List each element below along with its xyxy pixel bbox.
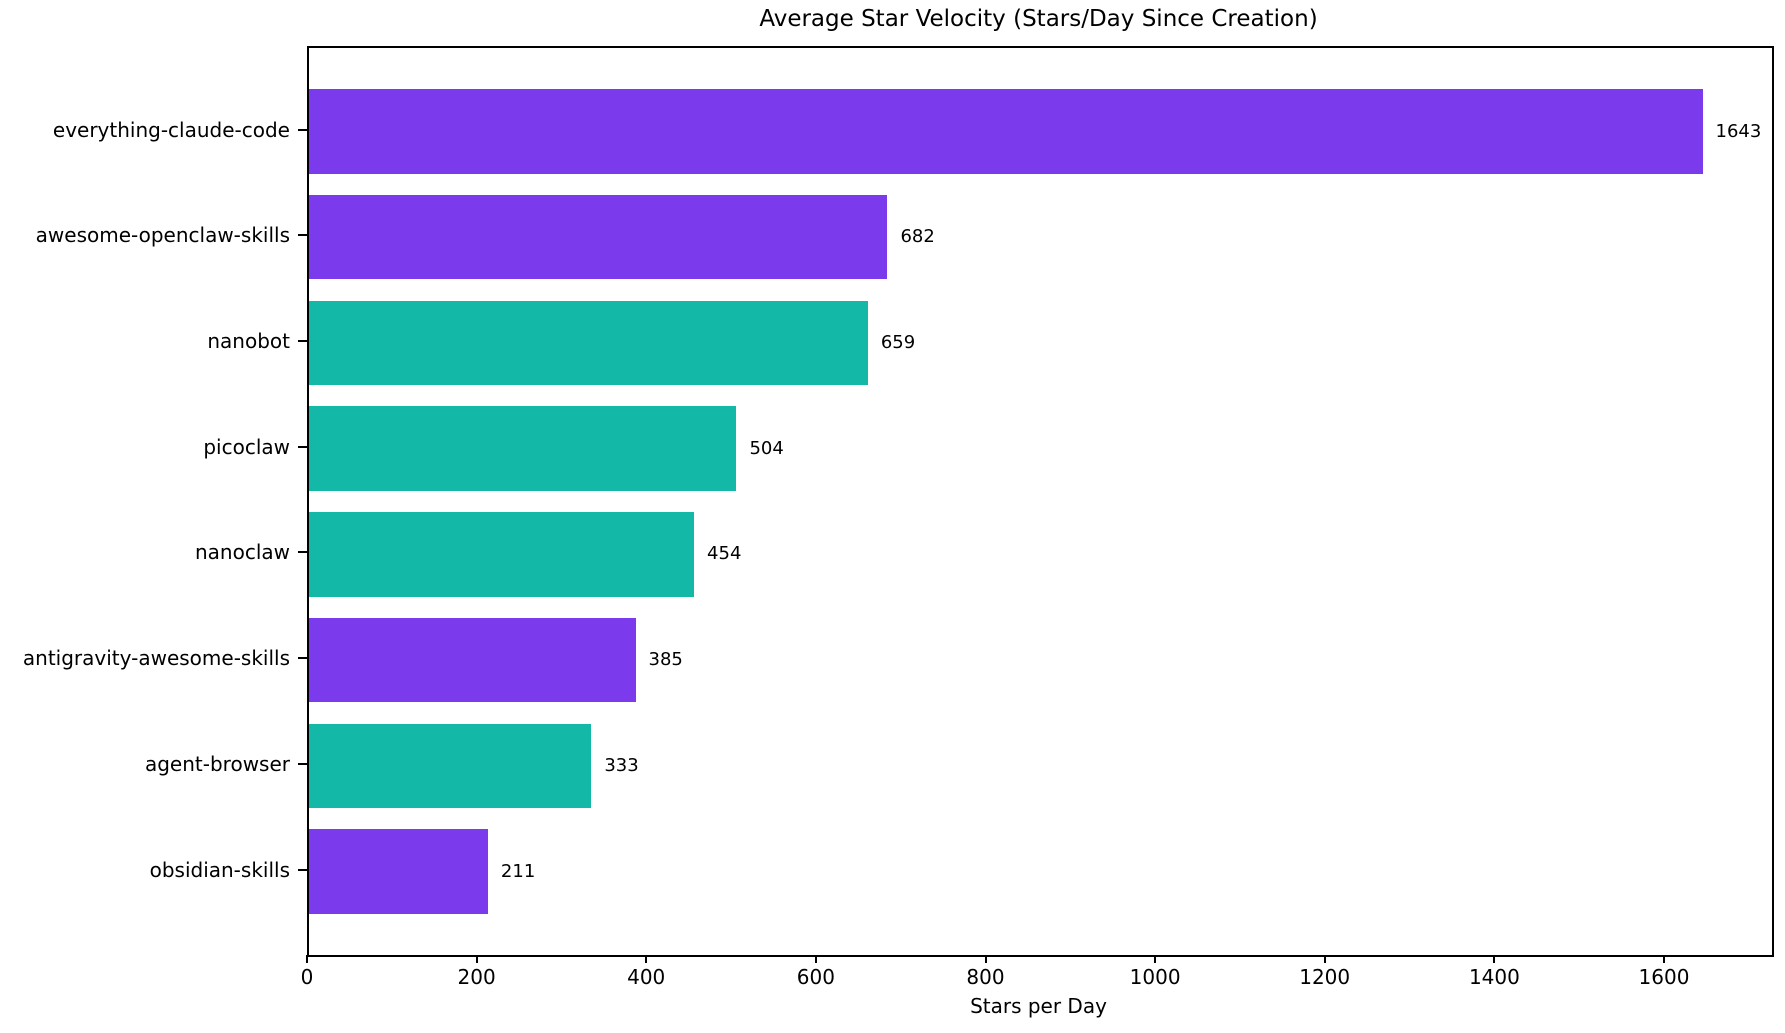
x-tick-mark xyxy=(984,955,987,963)
x-tick-mark xyxy=(1663,955,1665,963)
x-tick-label-600: 600 xyxy=(796,965,835,989)
x-tick-mark xyxy=(1493,955,1496,963)
y-tick-mark xyxy=(298,128,307,131)
x-tick-mark xyxy=(645,955,648,963)
x-tick-label-1200: 1200 xyxy=(1299,965,1351,989)
bar-nanobot xyxy=(309,300,868,386)
bar-value-label-picoclaw: 504 xyxy=(749,437,784,459)
bar-agent-browser xyxy=(309,723,592,809)
y-tick-label-picoclaw: picoclaw xyxy=(203,434,290,459)
x-tick-label-200: 200 xyxy=(457,965,496,989)
x-tick-label-1400: 1400 xyxy=(1468,965,1520,989)
x-tick-label-400: 400 xyxy=(627,965,666,989)
x-axis-label: Stars per Day xyxy=(970,994,1107,1018)
bar-value-label-obsidian-skills: 211 xyxy=(500,860,536,882)
y-tick-label-nanobot: nanobot xyxy=(207,328,290,353)
y-tick-mark xyxy=(298,762,307,765)
bar-nanoclaw xyxy=(309,512,695,597)
bar-value-label-nanobot: 659 xyxy=(880,331,916,353)
bar-picoclaw xyxy=(309,406,737,491)
y-tick-mark xyxy=(298,868,307,871)
x-tick-mark xyxy=(475,955,478,963)
y-tick-mark xyxy=(298,339,307,342)
x-tick-label-1600: 1600 xyxy=(1638,965,1690,989)
y-tick-mark xyxy=(298,657,307,660)
x-tick-mark xyxy=(1323,955,1326,963)
bar-awesome-openclaw-skills xyxy=(309,194,888,280)
x-tick-mark xyxy=(306,955,308,963)
bar-obsidian-skills xyxy=(309,829,488,914)
x-tick-label-1000: 1000 xyxy=(1129,965,1181,989)
bar-value-label-nanoclaw: 454 xyxy=(707,543,742,565)
x-tick-mark xyxy=(814,955,817,963)
bar-value-label-antigravity-awesome-skills: 385 xyxy=(648,649,683,671)
bar-value-label-agent-browser: 333 xyxy=(604,754,639,776)
x-tick-label-800: 800 xyxy=(966,965,1005,989)
x-tick-mark xyxy=(1154,955,1157,963)
y-tick-label-obsidian-skills: obsidian-skills xyxy=(149,857,290,882)
y-tick-label-everything-claude-code: everything-claude-code xyxy=(52,117,290,142)
y-tick-label-nanoclaw: nanoclaw xyxy=(194,540,290,565)
y-tick-label-agent-browser: agent-browser xyxy=(144,751,290,776)
y-tick-mark xyxy=(298,234,307,237)
y-tick-mark xyxy=(298,551,307,554)
chart-title: Average Star Velocity (Stars/Day Since C… xyxy=(759,6,1318,32)
y-tick-label-awesome-openclaw-skills: awesome-openclaw-skills xyxy=(35,223,290,248)
y-tick-label-antigravity-awesome-skills: antigravity-awesome-skills xyxy=(22,646,290,671)
bar-value-label-everything-claude-code: 1643 xyxy=(1715,120,1762,142)
bar-everything-claude-code xyxy=(309,89,1703,174)
y-tick-mark xyxy=(298,445,307,448)
bar-value-label-awesome-openclaw-skills: 682 xyxy=(900,226,935,248)
bar-antigravity-awesome-skills xyxy=(309,617,636,703)
x-tick-label-0: 0 xyxy=(300,965,314,989)
plot-area: 1643 682 659 504 454 385 333 211 xyxy=(307,46,1774,957)
